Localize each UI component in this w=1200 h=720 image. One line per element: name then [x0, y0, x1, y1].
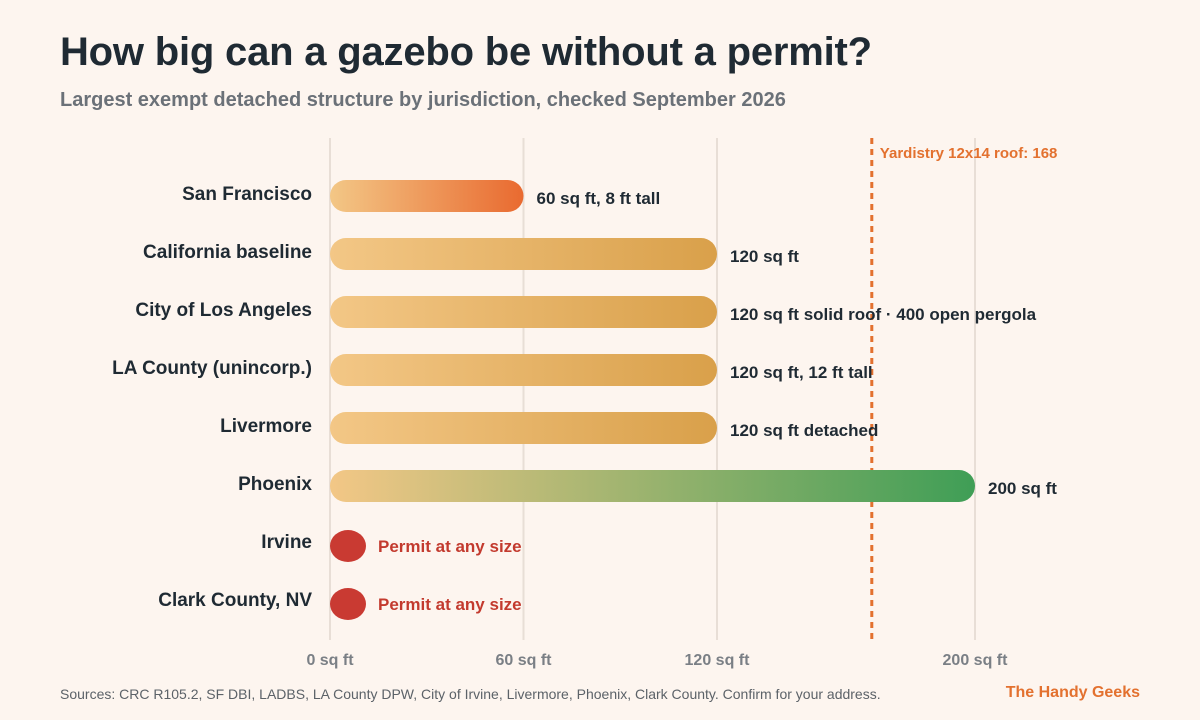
bar-livermore — [330, 412, 717, 444]
category-label-la-county-unincorp: LA County (unincorp.) — [112, 358, 312, 379]
category-label-clark-county-nv: Clark County, NV — [158, 590, 312, 611]
bar-la-county-unincorp — [330, 354, 717, 386]
category-label-city-of-los-angeles: City of Los Angeles — [135, 300, 312, 321]
bar-irvine — [330, 530, 366, 562]
grid-lines — [329, 138, 976, 640]
x-tick-label-120: 120 sq ft — [685, 652, 751, 669]
category-label-livermore: Livermore — [220, 416, 312, 437]
chart-subtitle: Largest exempt detached structure by jur… — [60, 89, 786, 111]
x-tick-label-60: 60 sq ft — [495, 652, 552, 669]
bar-city-of-los-angeles — [330, 296, 717, 328]
value-label-phoenix: 200 sq ft — [988, 479, 1057, 498]
category-label-irvine: Irvine — [261, 532, 312, 553]
bars — [330, 180, 975, 620]
bar-california-baseline — [330, 238, 717, 270]
brand-name: The Handy Geeks — [1005, 684, 1140, 701]
category-label-phoenix: Phoenix — [238, 474, 312, 495]
bar-san-francisco — [330, 180, 524, 212]
value-label-irvine: Permit at any size — [378, 537, 522, 556]
x-axis-ticks: 0 sq ft 60 sq ft 120 sq ft 200 sq ft — [306, 652, 1008, 669]
chart-title: How big can a gazebo be without a permit… — [60, 30, 872, 74]
category-label-california-baseline: California baseline — [143, 242, 312, 263]
value-label-la-county-unincorp: 120 sq ft, 12 ft tall — [730, 363, 873, 382]
labels: San Francisco 60 sq ft, 8 ft tall Californ… — [112, 184, 1057, 614]
sources-note: Sources: CRC R105.2, SF DBI, LADBS, LA C… — [60, 686, 881, 702]
category-label-san-francisco: San Francisco — [182, 184, 312, 205]
value-label-clark-county-nv: Permit at any size — [378, 595, 522, 614]
reference-line-group: Yardistry 12x14 roof: 168 — [870, 138, 1058, 640]
bar-clark-county-nv — [330, 588, 366, 620]
x-tick-label-200: 200 sq ft — [943, 652, 1009, 669]
x-tick-label-0: 0 sq ft — [306, 652, 354, 669]
bar-phoenix — [330, 470, 975, 502]
value-label-livermore: 120 sq ft detached — [730, 421, 878, 440]
value-label-san-francisco: 60 sq ft, 8 ft tall — [537, 189, 661, 208]
value-label-city-of-los-angeles: 120 sq ft solid roof · 400 open pergola — [730, 305, 1037, 324]
reference-line-label: Yardistry 12x14 roof: 168 — [880, 145, 1058, 162]
value-label-california-baseline: 120 sq ft — [730, 247, 799, 266]
